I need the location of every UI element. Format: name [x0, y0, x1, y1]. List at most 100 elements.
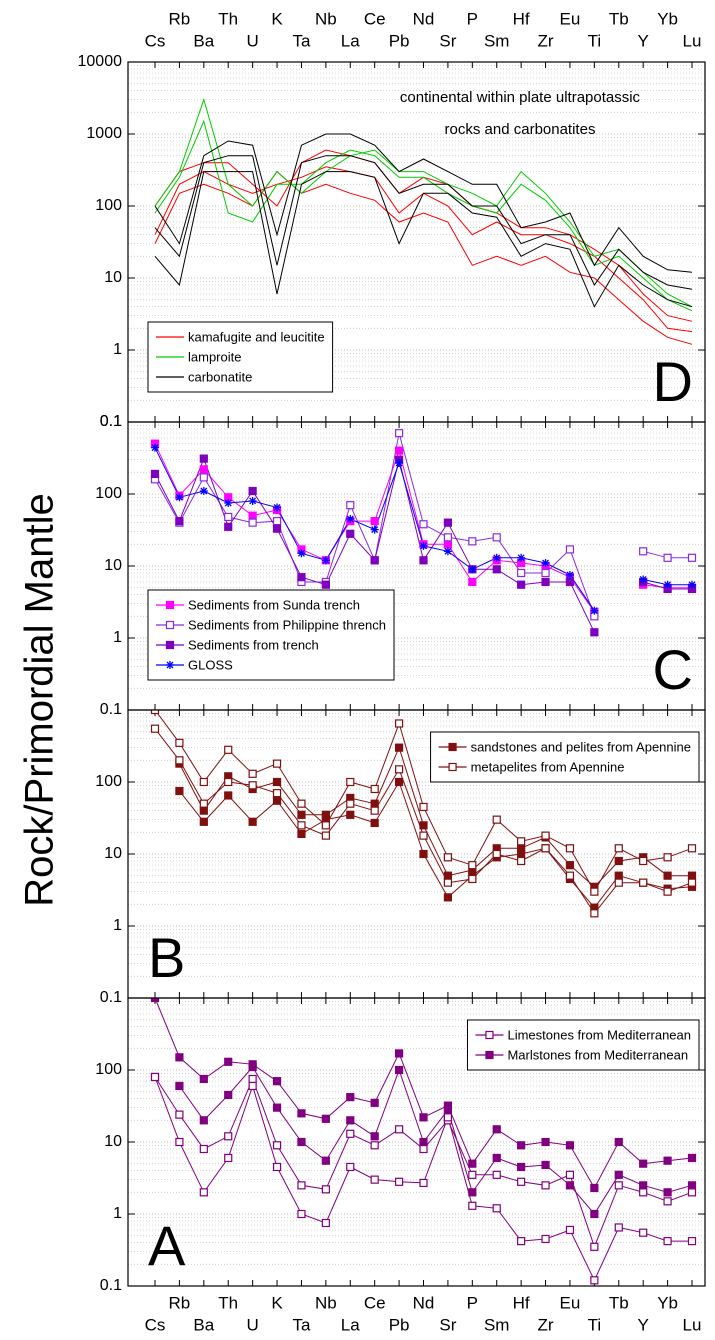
- marker-square: [468, 1188, 477, 1197]
- marker-square: [297, 810, 306, 819]
- marker-square: [590, 1183, 599, 1193]
- marker-square: [224, 777, 233, 787]
- plot-area: [150, 429, 697, 637]
- legend-label: GLOSS: [188, 657, 233, 672]
- marker-star: [199, 487, 208, 496]
- marker-star: [468, 565, 477, 574]
- marker-square: [272, 796, 282, 805]
- x-tick-label: Pb: [389, 31, 410, 50]
- marker-square: [687, 871, 697, 880]
- marker-square: [565, 1181, 575, 1190]
- marker-square: [394, 1049, 404, 1058]
- x-tick-label: Hf: [513, 1293, 530, 1312]
- marker-square: [468, 861, 477, 870]
- star-stroke: [444, 547, 452, 555]
- x-tick-label: Hf: [513, 9, 530, 28]
- marker-square: [443, 871, 453, 880]
- x-tick-label: U: [246, 31, 258, 50]
- y-tick-label: 0.1: [100, 1277, 122, 1294]
- x-tick-label: Lu: [683, 1315, 702, 1334]
- marker-square: [199, 1144, 208, 1154]
- marker-square: [346, 810, 355, 819]
- marker-square: [248, 518, 257, 527]
- marker-square: [419, 849, 428, 859]
- y-tick-label: 100: [95, 773, 122, 790]
- marker-square: [492, 849, 501, 859]
- series-line: [154, 119, 693, 312]
- marker-square: [419, 1178, 428, 1188]
- y-tick-label: 1: [113, 629, 122, 646]
- x-tick-label: Rb: [169, 1293, 191, 1312]
- marker-square: [517, 1141, 526, 1150]
- marker-square: [272, 789, 282, 798]
- marker-square: [468, 1201, 477, 1210]
- y-tick-label: 10: [104, 1133, 122, 1150]
- legend: Sediments from Sunda trench Sediments fro…: [147, 589, 395, 681]
- marker-square: [419, 1137, 428, 1147]
- plot-area: [150, 710, 697, 918]
- marker-square: [165, 640, 175, 650]
- marker-square: [517, 580, 526, 589]
- y-tick-label: 1000: [86, 125, 122, 142]
- star-stroke: [688, 581, 696, 589]
- marker-square: [565, 1141, 575, 1150]
- marker-square: [165, 620, 175, 630]
- legend: Limestones from Mediterranean Marlstones …: [466, 1019, 700, 1071]
- marker-square: [639, 1181, 648, 1190]
- marker-square: [248, 769, 257, 778]
- y-tick-label: 100: [95, 1061, 122, 1078]
- marker-square: [224, 522, 233, 531]
- marker-square: [492, 1170, 501, 1179]
- marker-square: [663, 887, 672, 896]
- marker-square: [614, 1137, 623, 1147]
- marker-square: [663, 1237, 672, 1246]
- annotation: continental within plate ultrapotassic: [400, 89, 641, 106]
- legend-entry: Limestones from Mediterranean: [475, 1027, 691, 1042]
- x-tick-label: K: [271, 1293, 283, 1312]
- star-stroke: [346, 515, 354, 523]
- marker-square: [370, 806, 379, 815]
- marker-square: [199, 799, 208, 808]
- legend-entry: Sediments from trench: [156, 637, 319, 652]
- marker-square: [321, 821, 330, 830]
- marker-square: [199, 777, 208, 787]
- marker-square: [614, 1181, 623, 1190]
- x-tick-label: Nb: [315, 9, 337, 28]
- marker-square: [565, 844, 575, 853]
- marker-square: [639, 1159, 648, 1168]
- marker-star: [443, 547, 452, 556]
- marker-square: [272, 524, 282, 533]
- marker-star: [151, 443, 159, 452]
- marker-square: [248, 1081, 257, 1091]
- legend-entry: Marlstones from Mediterranean: [475, 1047, 688, 1062]
- marker-square: [492, 1153, 501, 1163]
- marker-square: [541, 1234, 550, 1244]
- marker-square: [297, 821, 306, 830]
- marker-square: [687, 553, 697, 562]
- marker-star: [541, 559, 550, 568]
- marker-square: [175, 738, 184, 747]
- marker-star: [565, 570, 574, 579]
- marker-square: [370, 1132, 379, 1141]
- marker-square: [199, 1116, 208, 1125]
- legend-label: Limestones from Mediterranean: [507, 1027, 691, 1042]
- x-tick-label: Sm: [484, 31, 510, 50]
- x-tick-label: Tb: [609, 1293, 629, 1312]
- marker-square: [394, 765, 404, 774]
- marker-square: [150, 998, 160, 1003]
- annotation: rocks and carbonatites: [445, 121, 596, 138]
- marker-square: [394, 429, 404, 438]
- marker-square: [492, 533, 501, 542]
- marker-square: [224, 791, 233, 800]
- marker-square: [614, 878, 623, 887]
- marker-square: [199, 1074, 208, 1084]
- marker-square: [565, 1170, 575, 1179]
- marker-square: [443, 518, 453, 527]
- x-tick-label: Ba: [193, 1315, 214, 1334]
- marker-square: [297, 1209, 306, 1219]
- marker-square: [565, 871, 575, 880]
- marker-square: [468, 1159, 477, 1168]
- legend-label: metapelites from Apennine: [471, 759, 625, 774]
- marker-star: [346, 514, 355, 523]
- x-tick-label: Ce: [364, 9, 386, 28]
